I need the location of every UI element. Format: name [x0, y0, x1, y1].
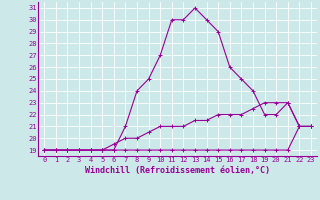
X-axis label: Windchill (Refroidissement éolien,°C): Windchill (Refroidissement éolien,°C): [85, 166, 270, 175]
